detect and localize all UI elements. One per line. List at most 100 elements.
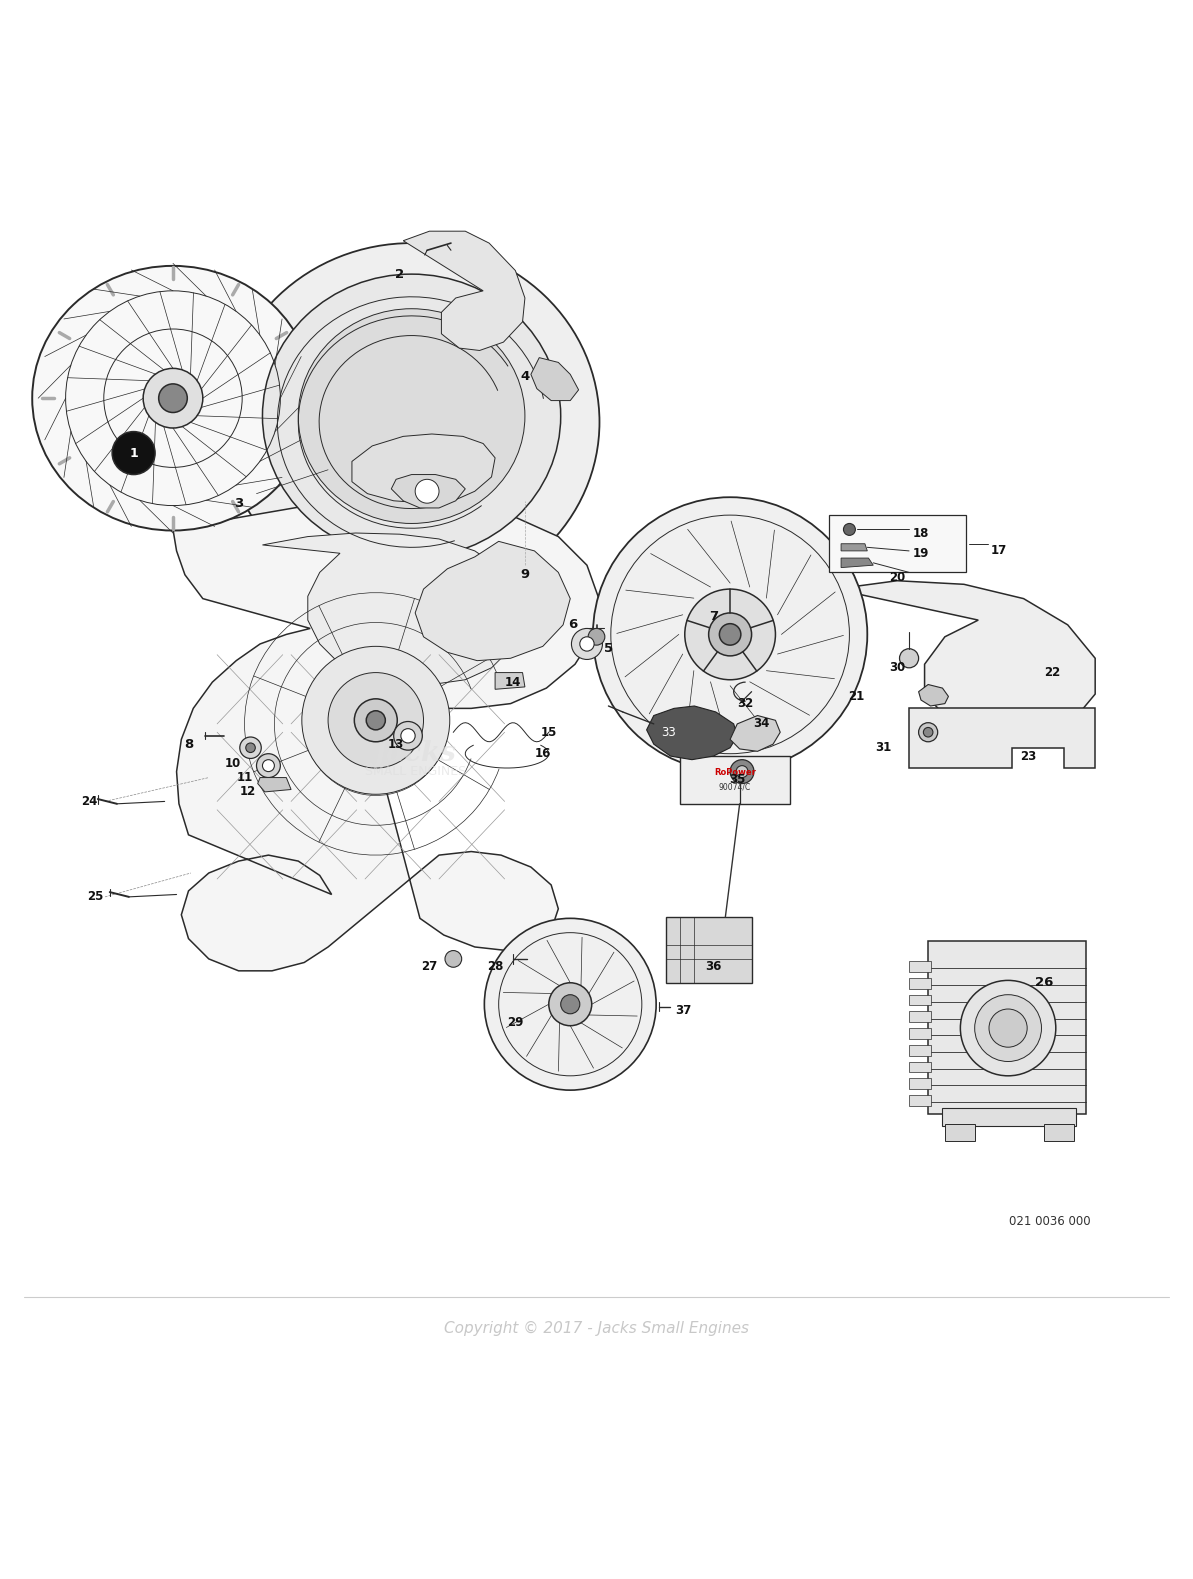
Circle shape (960, 981, 1056, 1075)
Circle shape (246, 744, 255, 753)
Text: RoPower: RoPower (713, 769, 756, 777)
Circle shape (262, 759, 274, 772)
Ellipse shape (298, 309, 525, 524)
Ellipse shape (32, 265, 314, 531)
Polygon shape (835, 581, 1095, 736)
Circle shape (159, 384, 187, 412)
Text: 30: 30 (889, 662, 905, 674)
Text: 28: 28 (487, 960, 503, 973)
Text: 35: 35 (729, 774, 746, 786)
Polygon shape (531, 357, 579, 401)
Polygon shape (391, 475, 465, 508)
Text: 21: 21 (848, 690, 865, 703)
Circle shape (143, 368, 203, 428)
Bar (909, 995, 931, 1006)
Circle shape (445, 951, 462, 968)
Bar (909, 1012, 931, 1022)
Circle shape (919, 723, 938, 742)
Circle shape (401, 728, 415, 744)
Circle shape (240, 737, 261, 758)
Text: 34: 34 (753, 717, 769, 731)
Bar (909, 1028, 931, 1039)
Circle shape (736, 766, 748, 777)
Circle shape (256, 753, 280, 777)
Text: 32: 32 (737, 696, 754, 711)
Polygon shape (258, 777, 291, 793)
Text: 26: 26 (1034, 976, 1053, 990)
Polygon shape (173, 501, 599, 971)
Circle shape (328, 673, 424, 767)
Text: 23: 23 (1020, 750, 1037, 763)
Polygon shape (909, 709, 1095, 767)
Circle shape (571, 628, 602, 660)
Bar (1044, 1124, 1074, 1142)
Text: 22: 22 (1044, 666, 1061, 679)
Circle shape (366, 711, 385, 729)
Polygon shape (415, 542, 570, 660)
Ellipse shape (262, 275, 561, 557)
Circle shape (580, 636, 594, 651)
Text: 3: 3 (234, 497, 243, 510)
Polygon shape (403, 231, 525, 351)
Polygon shape (495, 673, 525, 690)
Text: 27: 27 (421, 960, 438, 973)
Bar (909, 1078, 931, 1090)
Text: 16: 16 (534, 747, 551, 759)
Bar (909, 1061, 931, 1072)
Text: 9: 9 (520, 568, 530, 581)
Text: 31: 31 (874, 741, 891, 755)
Bar (909, 1045, 931, 1055)
Circle shape (975, 995, 1041, 1061)
Text: 24: 24 (81, 794, 98, 808)
Circle shape (354, 699, 397, 742)
Text: Copyright © 2017 - Jacks Small Engines: Copyright © 2017 - Jacks Small Engines (444, 1322, 749, 1336)
Circle shape (709, 613, 752, 655)
Text: 7: 7 (709, 609, 718, 624)
Circle shape (685, 589, 775, 679)
Circle shape (900, 649, 919, 668)
Polygon shape (730, 715, 780, 752)
Polygon shape (647, 706, 737, 759)
Text: 6: 6 (568, 619, 577, 632)
Polygon shape (841, 543, 867, 551)
Text: 2: 2 (395, 267, 404, 281)
Text: 19: 19 (913, 546, 929, 561)
Circle shape (719, 624, 741, 646)
Text: 15: 15 (540, 726, 557, 739)
Circle shape (923, 728, 933, 737)
Bar (909, 977, 931, 988)
Polygon shape (919, 685, 948, 706)
Text: 17: 17 (990, 545, 1007, 557)
Text: 20: 20 (889, 570, 905, 584)
Circle shape (415, 480, 439, 504)
Text: 25: 25 (87, 891, 104, 903)
Text: 12: 12 (240, 785, 256, 799)
Circle shape (989, 1009, 1027, 1047)
Bar (680, 756, 790, 804)
Bar (928, 941, 1086, 1115)
Text: 021 0036 000: 021 0036 000 (1009, 1214, 1090, 1228)
Text: 14: 14 (505, 676, 521, 688)
Circle shape (112, 431, 155, 475)
Text: SMALL ENGINES: SMALL ENGINES (365, 766, 465, 778)
Circle shape (593, 497, 867, 772)
Polygon shape (262, 534, 523, 685)
Text: Jacks: Jacks (373, 741, 457, 767)
Text: 1: 1 (129, 447, 138, 459)
Bar (942, 1108, 1076, 1126)
Bar (829, 515, 966, 572)
Circle shape (843, 524, 855, 535)
Bar (945, 1124, 975, 1142)
Circle shape (588, 628, 605, 646)
Circle shape (561, 995, 580, 1014)
Text: 18: 18 (913, 526, 929, 540)
Text: 10: 10 (224, 756, 241, 769)
Circle shape (549, 982, 592, 1026)
Circle shape (730, 759, 754, 783)
Text: 11: 11 (236, 771, 253, 785)
Text: 13: 13 (388, 737, 404, 750)
Text: 36: 36 (705, 960, 722, 973)
Circle shape (484, 919, 656, 1090)
Text: 4: 4 (520, 369, 530, 384)
Text: 90074/C: 90074/C (718, 783, 752, 791)
